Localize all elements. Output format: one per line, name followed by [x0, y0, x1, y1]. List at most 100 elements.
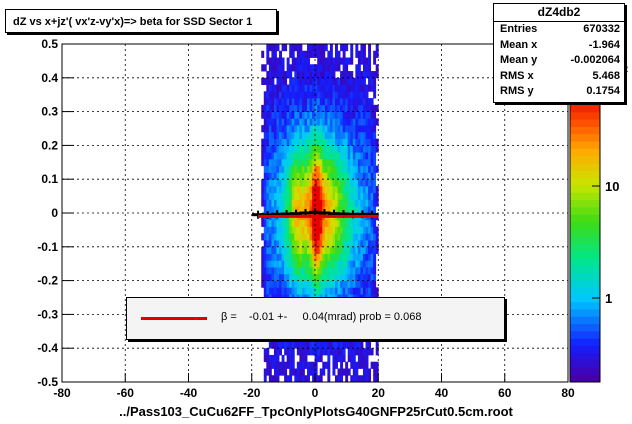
heatmap-cell	[281, 104, 285, 112]
heatmap-cell	[352, 138, 356, 146]
heatmap-cell	[329, 131, 333, 140]
heatmap-cell	[284, 192, 288, 200]
heatmap-cell	[347, 253, 351, 261]
heatmap-cell	[355, 185, 359, 194]
heatmap-cell	[340, 125, 344, 133]
heatmap-cell	[357, 98, 361, 106]
heatmap-cell	[304, 280, 308, 288]
heatmap-cell	[263, 246, 267, 254]
heatmap-cell	[368, 192, 372, 200]
heatmap-cell	[294, 267, 298, 275]
heatmap-cell	[355, 44, 359, 52]
heatmap-cell	[296, 341, 300, 349]
heatmap-cell	[370, 158, 374, 167]
heatmap-cell	[335, 192, 338, 200]
heatmap-cell	[347, 172, 351, 180]
heatmap-cell	[299, 185, 303, 194]
heatmap-cell	[327, 152, 331, 160]
palette-band	[570, 228, 600, 237]
heatmap-cell	[279, 206, 282, 214]
heatmap-cell	[299, 131, 303, 140]
heatmap-cell	[309, 84, 313, 92]
heatmap-cell	[352, 98, 356, 106]
heatmap-cell	[304, 91, 308, 99]
heatmap-cell	[322, 368, 326, 376]
heatmap-cell	[263, 260, 267, 268]
heatmap-cell	[271, 104, 275, 112]
heatmap-cell	[357, 267, 361, 275]
heatmap-cell	[271, 64, 275, 72]
heatmap-cell	[279, 267, 282, 275]
heatmap-cell	[327, 57, 331, 65]
heatmap-cell	[304, 233, 308, 241]
heatmap-cell	[263, 91, 267, 99]
heatmap-cell	[301, 131, 305, 140]
heatmap-cell	[355, 172, 359, 180]
heatmap-cell	[296, 233, 300, 241]
heatmap-cell	[276, 84, 280, 92]
heatmap-cell	[309, 64, 313, 72]
heatmap-cell	[312, 152, 316, 160]
heatmap-cell	[266, 233, 270, 241]
heatmap-cell	[271, 199, 275, 207]
heatmap-cell	[355, 179, 359, 187]
heatmap-cell	[340, 287, 344, 295]
heatmap-cell	[261, 192, 265, 200]
heatmap-cell	[309, 361, 313, 369]
heatmap-cell	[373, 368, 377, 376]
heatmap-cell	[322, 165, 326, 173]
heatmap-cell	[266, 131, 270, 140]
heatmap-cell	[271, 253, 275, 261]
heatmap-cell	[352, 354, 356, 363]
heatmap-cell	[312, 219, 316, 227]
heatmap-cell	[304, 267, 308, 275]
heatmap-cell	[345, 260, 349, 268]
heatmap-cell	[279, 138, 282, 146]
heatmap-cell	[360, 260, 364, 268]
heatmap-cell	[312, 64, 316, 72]
heatmap-cell	[268, 145, 272, 153]
heatmap-cell	[309, 280, 313, 288]
heatmap-cell	[317, 104, 321, 112]
heatmap-cell	[360, 361, 364, 369]
heatmap-cell	[294, 273, 298, 281]
heatmap-cell	[355, 111, 359, 119]
heatmap-cell	[345, 240, 349, 248]
heatmap-cell	[284, 104, 288, 112]
heatmap-cell	[301, 71, 305, 79]
heatmap-cell	[373, 172, 377, 180]
heatmap-cell	[279, 118, 282, 126]
heatmap-cell	[279, 226, 282, 234]
heatmap-cell	[309, 152, 313, 160]
heatmap-cell	[314, 158, 318, 167]
heatmap-cell	[350, 104, 354, 112]
heatmap-cell	[263, 152, 267, 160]
palette-band	[570, 352, 600, 361]
heatmap-cell	[360, 341, 364, 349]
heatmap-cell	[276, 260, 280, 268]
heatmap-cell	[337, 158, 341, 167]
heatmap-cell	[304, 104, 308, 112]
heatmap-cell	[375, 375, 379, 383]
heatmap-cell	[271, 341, 275, 349]
heatmap-cell	[342, 354, 346, 363]
heatmap-cell	[276, 138, 280, 146]
heatmap-cell	[271, 206, 275, 214]
heatmap-cell	[312, 226, 316, 234]
heatmap-cell	[299, 44, 303, 52]
heatmap-cell	[360, 199, 364, 207]
heatmap-cell	[347, 233, 351, 241]
heatmap-cell	[352, 77, 356, 85]
x-tick-label: -80	[53, 386, 71, 400]
heatmap-cell	[319, 98, 323, 106]
heatmap-cell	[301, 375, 305, 383]
heatmap-cell	[373, 158, 377, 167]
heatmap-cell	[289, 206, 293, 214]
heatmap-cell	[273, 280, 277, 288]
heatmap-cell	[299, 152, 303, 160]
heatmap-cell	[291, 77, 295, 85]
heatmap-cell	[314, 145, 318, 153]
heatmap-cell	[322, 158, 326, 167]
heatmap-cell	[263, 64, 267, 72]
heatmap-cell	[317, 280, 321, 288]
